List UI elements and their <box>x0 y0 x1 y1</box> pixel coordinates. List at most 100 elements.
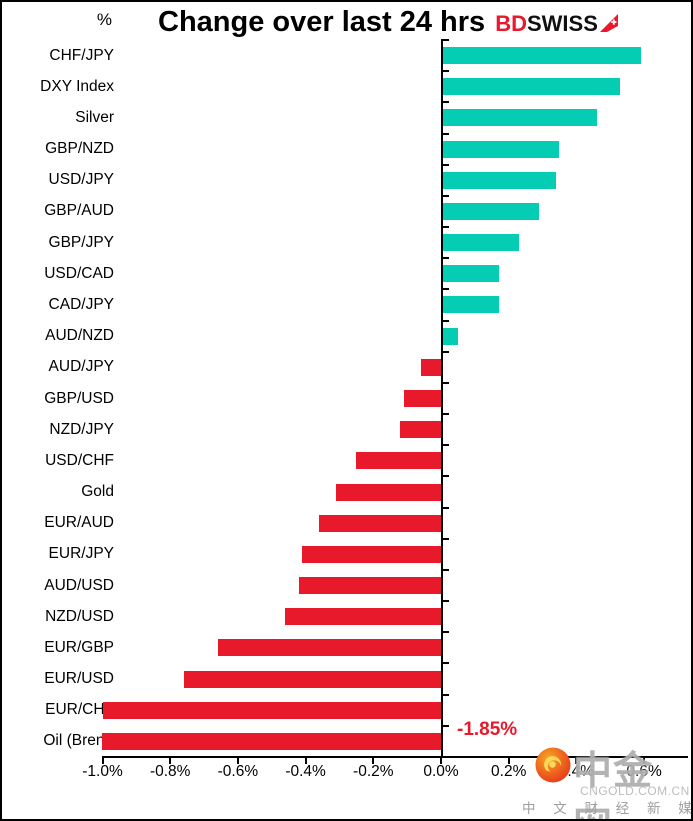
bar-oil-brent <box>102 732 441 750</box>
x-axis-tick <box>643 757 646 764</box>
category-label-oil-brent: Oil (Brent) <box>43 732 114 750</box>
category-label-eur-aud: EUR/AUD <box>44 514 114 532</box>
category-axis-tick <box>441 257 449 260</box>
x-axis-tick-label: -0.2% <box>353 763 394 780</box>
category-label-usd-chf: USD/CHF <box>45 451 114 469</box>
x-axis-tick-label: -1.0% <box>82 763 123 780</box>
bar-gbp-usd <box>403 390 441 407</box>
category-axis-tick <box>441 101 449 104</box>
bar-usd-jpy <box>441 171 557 189</box>
bar-eur-gbp <box>217 639 441 657</box>
category-axis-tick <box>441 381 449 384</box>
category-label-usd-jpy: USD/JPY <box>48 171 114 189</box>
bar-aud-nzd <box>441 327 458 345</box>
category-label-usd-cad: USD/CAD <box>44 264 114 282</box>
x-axis-tick-label: 0.0% <box>423 763 459 780</box>
category-label-nzd-usd: NZD/USD <box>45 607 114 625</box>
bar-nzd-jpy <box>400 421 441 439</box>
bar-silver <box>441 109 597 127</box>
x-axis-tick <box>575 757 578 764</box>
chart-title: Change over last 24 hrs <box>158 6 486 38</box>
category-axis-tick <box>441 475 449 478</box>
category-axis-tick <box>441 444 449 447</box>
category-axis-tick <box>441 288 449 291</box>
category-label-eur-jpy: EUR/JPY <box>48 545 114 563</box>
x-axis-tick-label: 0.6% <box>626 763 662 780</box>
x-axis-tick <box>507 757 510 764</box>
category-label-aud-nzd: AUD/NZD <box>45 327 114 345</box>
x-axis-tick-label: -0.8% <box>149 763 191 780</box>
category-axis-tick <box>441 319 449 322</box>
bdswiss-logo-swiss: SWISS <box>526 11 598 36</box>
bar-eur-usd <box>183 670 441 688</box>
category-label-cad-jpy: CAD/JPY <box>48 295 114 313</box>
category-axis-tick <box>441 693 449 696</box>
bar-gbp-jpy <box>441 234 519 252</box>
category-label-aud-usd: AUD/USD <box>44 576 114 594</box>
x-axis-tick <box>101 757 104 764</box>
bar-cad-jpy <box>441 296 499 314</box>
bar-usd-chf <box>356 452 441 470</box>
x-axis-tick <box>440 757 442 764</box>
category-axis-tick <box>441 132 449 135</box>
category-label-eur-chf: EUR/CHF <box>45 701 114 719</box>
category-axis-tick <box>441 537 449 540</box>
bar-aud-jpy <box>420 358 441 376</box>
category-label-gbp-nzd: GBP/NZD <box>45 140 114 158</box>
x-axis-tick-label: -0.4% <box>285 763 326 780</box>
bar-eur-aud <box>319 514 441 532</box>
category-label-silver: Silver <box>75 108 114 126</box>
category-label-gold: Gold <box>81 483 114 501</box>
y-axis-unit-label: % <box>96 10 112 29</box>
category-label-aud-jpy: AUD/JPY <box>48 358 114 376</box>
zero-axis-line <box>441 40 443 757</box>
bar-dxy-index <box>441 78 621 96</box>
category-axis-tick <box>441 350 449 353</box>
bar-eur-chf <box>102 701 441 719</box>
category-label-eur-usd: EUR/USD <box>44 670 114 688</box>
bar-aud-usd <box>298 577 441 595</box>
category-axis-tick <box>441 413 449 416</box>
clipped-bar-annotation: -1.85% <box>457 718 518 740</box>
category-label-nzd-jpy: NZD/JPY <box>49 420 114 438</box>
category-label-chf-jpy: CHF/JPY <box>49 46 114 64</box>
bar-nzd-usd <box>285 608 441 626</box>
x-axis-tick <box>236 757 239 764</box>
category-axis-tick <box>441 568 449 571</box>
x-axis-tick-label: -0.6% <box>217 763 259 780</box>
category-label-gbp-usd: GBP/USD <box>44 389 114 407</box>
bar-eur-jpy <box>302 545 441 563</box>
category-axis-tick <box>441 724 449 727</box>
x-axis-tick <box>372 757 375 764</box>
bdswiss-logo-bd: BD <box>495 11 527 36</box>
category-label-dxy-index: DXY Index <box>40 77 114 95</box>
category-label-eur-gbp: EUR/GBP <box>44 638 114 656</box>
watermark-site-domain: CNGOLD.COM.CN <box>580 784 690 798</box>
bar-chf-jpy <box>441 47 641 65</box>
bar-gbp-aud <box>441 202 540 220</box>
x-axis-tick <box>169 757 172 764</box>
category-label-gbp-aud: GBP/AUD <box>44 202 114 220</box>
category-axis-tick <box>441 194 449 197</box>
x-axis-line <box>102 756 688 758</box>
x-axis-tick-label: 0.4% <box>558 763 595 780</box>
x-axis-tick-label: 0.2% <box>491 763 527 780</box>
category-axis-tick <box>441 39 449 41</box>
chart-header: Change over last 24 hrs BD SWISS <box>158 6 619 39</box>
bar-gbp-nzd <box>441 140 560 158</box>
bdswiss-logo: BD SWISS <box>495 11 619 37</box>
watermark-tagline: 中 文 财 经 新 媒 体 <box>522 801 691 816</box>
category-axis-tick <box>441 662 449 665</box>
category-axis-tick <box>441 631 449 634</box>
bar-usd-cad <box>441 265 499 283</box>
category-axis-tick <box>441 506 449 509</box>
category-axis-tick <box>441 163 449 166</box>
x-axis-tick <box>304 757 307 764</box>
category-axis-tick <box>441 226 449 229</box>
category-axis-tick <box>441 70 449 73</box>
bar-gold <box>336 483 441 501</box>
category-label-gbp-jpy: GBP/JPY <box>48 233 114 251</box>
category-axis-tick <box>441 600 449 603</box>
bdswiss-arrow-icon <box>599 13 619 39</box>
